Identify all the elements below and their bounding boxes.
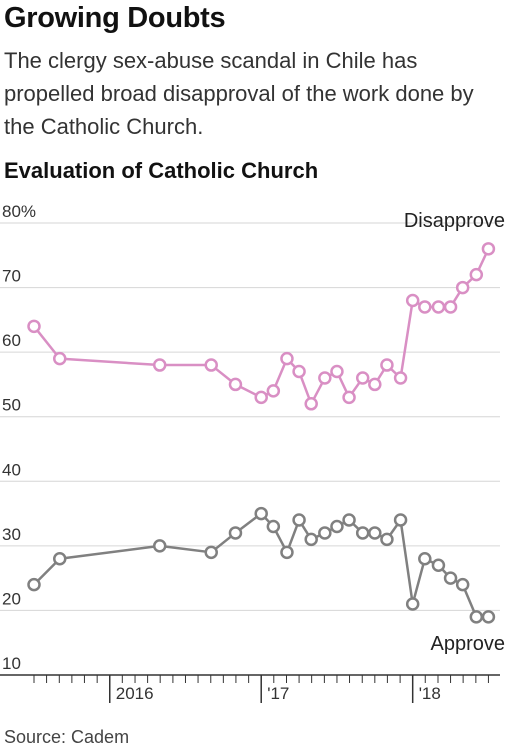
- source-note: Source: Cadem: [4, 727, 130, 747]
- series-disapprove: [27, 242, 496, 411]
- data-point-disapprove: [304, 397, 318, 411]
- data-point-approve: [368, 526, 382, 540]
- data-point-disapprove: [481, 242, 496, 256]
- y-tick-label: 20: [2, 589, 21, 608]
- data-point-disapprove: [254, 390, 268, 405]
- data-point-disapprove: [280, 351, 294, 366]
- y-tick-label: 30: [2, 525, 21, 544]
- y-tick-labels: 80% 70 60 50 40 30 20 10: [2, 202, 36, 673]
- data-point-approve: [431, 558, 446, 572]
- data-point-approve: [266, 519, 281, 534]
- y-tick-label: 40: [2, 460, 21, 479]
- series-approve: [27, 506, 496, 624]
- data-point-disapprove: [292, 364, 306, 379]
- data-point-approve: [53, 552, 67, 566]
- data-point-approve: [393, 513, 408, 527]
- data-point-approve: [443, 571, 458, 585]
- data-point-disapprove: [152, 358, 167, 372]
- data-point-disapprove: [330, 364, 344, 379]
- data-point-approve: [228, 526, 243, 540]
- data-point-approve: [355, 526, 370, 540]
- subhead: The clergy sex-abuse scandal in Chile ha…: [4, 48, 474, 139]
- y-tick-label: 50: [2, 396, 21, 415]
- data-point-disapprove: [228, 377, 243, 392]
- data-point-disapprove: [53, 351, 67, 366]
- data-point-approve: [27, 577, 41, 592]
- y-tick-label: 10: [2, 654, 21, 673]
- data-point-approve: [469, 610, 484, 624]
- data-point-approve: [330, 519, 344, 534]
- x-tick-label: '18: [419, 684, 441, 703]
- data-point-approve: [292, 513, 306, 527]
- data-point-approve: [342, 513, 356, 527]
- y-tick-label: 60: [2, 331, 21, 350]
- data-point-disapprove: [455, 280, 470, 295]
- data-point-disapprove: [443, 300, 458, 314]
- data-point-approve: [204, 545, 218, 560]
- data-point-approve: [418, 552, 432, 566]
- y-tick-label: 80%: [2, 202, 36, 221]
- data-point-approve: [304, 532, 318, 547]
- data-point-approve: [280, 545, 294, 560]
- data-point-disapprove: [469, 267, 484, 282]
- data-point-disapprove: [418, 300, 432, 314]
- data-point-disapprove: [355, 371, 370, 385]
- data-point-approve: [318, 526, 332, 540]
- x-tick-label: 2016: [116, 684, 154, 703]
- y-tick-label: 70: [2, 267, 21, 286]
- legend-label-approve: Approve: [431, 633, 506, 655]
- data-point-approve: [254, 506, 268, 521]
- data-point-disapprove: [368, 377, 382, 392]
- data-point-approve: [152, 539, 167, 553]
- data-point-approve: [481, 610, 496, 624]
- x-axis: 2016 '17 '18: [0, 674, 500, 703]
- chart-title: Evaluation of Catholic Church: [4, 158, 319, 183]
- data-point-disapprove: [318, 371, 332, 385]
- data-point-disapprove: [431, 300, 446, 314]
- data-point-approve: [405, 597, 420, 611]
- data-point-disapprove: [405, 293, 420, 308]
- data-point-disapprove: [204, 358, 218, 372]
- series-line-approve: [33, 512, 489, 619]
- data-point-approve: [380, 532, 394, 547]
- data-point-disapprove: [342, 390, 356, 405]
- series-line-disapprove: [33, 248, 490, 406]
- x-tick-label: '17: [267, 684, 289, 703]
- data-point-disapprove: [380, 358, 394, 372]
- data-point-approve: [455, 577, 470, 592]
- headline: Growing Doubts: [4, 2, 226, 34]
- data-point-disapprove: [27, 319, 41, 334]
- legend-label-disapprove: Disapprove: [404, 210, 505, 232]
- y-gridlines: [0, 222, 500, 611]
- data-point-disapprove: [266, 384, 281, 398]
- data-point-disapprove: [393, 371, 408, 385]
